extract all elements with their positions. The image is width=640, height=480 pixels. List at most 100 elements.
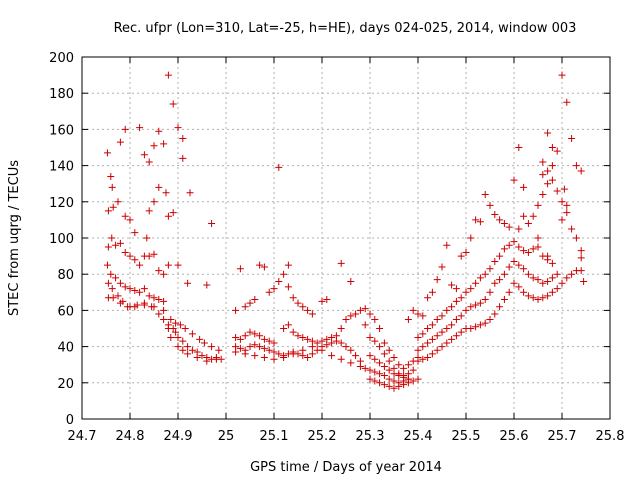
data-point xyxy=(414,375,422,383)
data-point xyxy=(577,267,585,275)
data-point xyxy=(529,294,537,302)
data-point xyxy=(515,283,523,291)
x-tick-label: 24.7 xyxy=(68,429,97,444)
data-point xyxy=(467,303,475,311)
data-point xyxy=(539,191,547,199)
data-point xyxy=(424,294,432,302)
data-point xyxy=(529,274,537,282)
data-point xyxy=(304,353,312,361)
data-point xyxy=(140,301,148,309)
data-point xyxy=(438,343,446,351)
data-point xyxy=(424,353,432,361)
y-tick-label: 20 xyxy=(57,377,74,392)
data-point xyxy=(136,288,144,296)
data-point xyxy=(505,263,513,271)
data-point xyxy=(155,310,163,318)
data-point xyxy=(395,361,403,369)
data-point xyxy=(524,220,532,228)
data-point xyxy=(116,138,124,146)
plot-frame xyxy=(81,56,611,420)
data-point xyxy=(203,357,211,365)
data-point xyxy=(452,315,460,323)
data-point xyxy=(256,343,264,351)
data-point xyxy=(563,201,571,209)
data-point xyxy=(112,241,120,249)
data-point xyxy=(448,335,456,343)
data-point xyxy=(112,274,120,282)
data-point xyxy=(164,325,172,332)
data-point xyxy=(520,265,528,273)
data-point xyxy=(577,254,585,262)
data-point xyxy=(496,276,504,284)
data-point xyxy=(356,363,364,371)
data-point xyxy=(553,147,561,155)
data-point xyxy=(160,297,168,305)
data-point xyxy=(457,252,465,260)
data-point xyxy=(179,154,187,162)
x-tick-label: 25.6 xyxy=(500,429,529,444)
data-point xyxy=(457,312,465,320)
data-point xyxy=(174,334,182,342)
data-point xyxy=(544,292,552,300)
data-point xyxy=(481,191,489,199)
data-point xyxy=(476,218,484,226)
data-point xyxy=(308,310,316,318)
data-point xyxy=(176,321,184,329)
data-point xyxy=(558,198,566,206)
data-point xyxy=(472,323,480,331)
data-point xyxy=(467,325,475,332)
data-point xyxy=(304,335,312,343)
data-point xyxy=(140,285,148,293)
data-point xyxy=(208,343,216,351)
data-point xyxy=(361,364,369,372)
data-point xyxy=(534,201,542,209)
data-point xyxy=(505,223,513,231)
data-point xyxy=(145,292,153,300)
data-point xyxy=(568,270,576,278)
data-point xyxy=(108,285,116,293)
data-point xyxy=(443,339,451,347)
data-point xyxy=(404,379,412,387)
x-tick-label: 25.2 xyxy=(308,429,337,444)
data-point xyxy=(385,375,393,383)
data-point xyxy=(390,364,398,372)
y-tick-label: 120 xyxy=(49,196,74,211)
data-point xyxy=(472,301,480,309)
y-tick-label: 60 xyxy=(57,304,74,319)
data-point xyxy=(203,281,211,289)
data-point xyxy=(529,212,537,220)
data-point xyxy=(160,270,168,278)
data-point xyxy=(385,346,393,354)
data-point xyxy=(476,274,484,282)
data-point xyxy=(390,353,398,361)
data-point xyxy=(433,315,441,323)
data-point xyxy=(270,339,278,347)
data-point xyxy=(428,288,436,296)
data-point xyxy=(476,299,484,307)
data-point xyxy=(284,283,292,291)
data-point xyxy=(563,209,571,217)
data-point xyxy=(385,382,393,390)
data-point xyxy=(280,353,288,361)
data-point xyxy=(491,210,499,218)
x-axis-label: GPS time / Days of year 2014 xyxy=(250,460,442,475)
data-point xyxy=(361,305,369,313)
data-point xyxy=(371,368,379,376)
data-point xyxy=(174,343,182,351)
data-point xyxy=(289,350,297,358)
data-point xyxy=(131,286,139,294)
y-tick-label: 40 xyxy=(57,341,74,356)
data-point xyxy=(462,248,470,256)
data-point xyxy=(534,243,542,251)
data-point xyxy=(366,352,374,360)
data-point xyxy=(553,270,561,278)
data-point xyxy=(318,297,326,305)
data-point xyxy=(347,359,355,367)
data-point xyxy=(131,256,139,264)
data-point xyxy=(452,297,460,305)
data-point xyxy=(520,183,528,191)
data-point xyxy=(140,151,148,159)
x-tick-label: 25.4 xyxy=(404,429,433,444)
